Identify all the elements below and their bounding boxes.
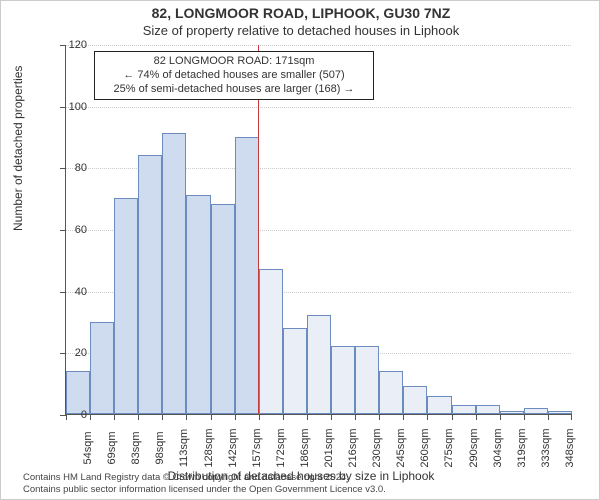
x-tick: [90, 414, 91, 420]
x-tick: [355, 414, 356, 420]
grid-line: [66, 107, 571, 108]
y-axis-label: Number of detached properties: [11, 66, 25, 231]
x-tick-label: 69sqm: [106, 423, 118, 473]
bar: [476, 405, 500, 414]
y-tick-label: 120: [57, 39, 87, 51]
annotation-box: 82 LONGMOOR ROAD: 171sqm ← 74% of detach…: [94, 51, 374, 100]
bar: [403, 386, 427, 414]
x-tick-label: 172sqm: [275, 423, 287, 473]
annotation-line-3: 25% of semi-detached houses are larger (…: [101, 83, 367, 97]
x-tick-label: 348sqm: [564, 423, 576, 473]
y-tick-label: 40: [57, 286, 87, 298]
x-tick-label: 128sqm: [203, 423, 215, 473]
x-tick: [283, 414, 284, 420]
x-tick: [452, 414, 453, 420]
x-tick: [476, 414, 477, 420]
x-tick-label: 230sqm: [371, 423, 383, 473]
footer-line-2: Contains public sector information licen…: [23, 484, 386, 495]
bar: [66, 371, 90, 414]
x-tick-label: 201sqm: [323, 423, 335, 473]
x-tick-label: 113sqm: [178, 423, 190, 473]
x-tick: [114, 414, 115, 420]
x-tick: [259, 414, 260, 420]
bar: [283, 328, 307, 414]
footer-line-1: Contains HM Land Registry data © Crown c…: [23, 472, 386, 483]
bar: [379, 371, 403, 414]
x-tick-label: 333sqm: [540, 423, 552, 473]
bar: [211, 204, 235, 414]
bar: [162, 133, 186, 414]
bar: [500, 411, 524, 414]
x-tick-label: 54sqm: [82, 423, 94, 473]
x-tick: [235, 414, 236, 420]
x-tick: [211, 414, 212, 420]
y-tick-label: 20: [57, 347, 87, 359]
x-tick-label: 260sqm: [419, 423, 431, 473]
plot-area: 82 LONGMOOR ROAD: 171sqm ← 74% of detach…: [65, 45, 571, 415]
bar: [452, 405, 476, 414]
x-tick-label: 83sqm: [130, 423, 142, 473]
bar: [186, 195, 210, 414]
bar: [524, 408, 548, 414]
y-tick-label: 60: [57, 224, 87, 236]
x-tick-label: 245sqm: [395, 423, 407, 473]
bar: [235, 137, 259, 415]
x-tick: [331, 414, 332, 420]
x-tick: [162, 414, 163, 420]
x-tick: [403, 414, 404, 420]
bar: [355, 346, 379, 414]
y-tick-label: 80: [57, 162, 87, 174]
x-tick-label: 304sqm: [492, 423, 504, 473]
footer: Contains HM Land Registry data © Crown c…: [23, 472, 386, 495]
x-tick: [307, 414, 308, 420]
annotation-line-2: ← 74% of detached houses are smaller (50…: [101, 69, 367, 83]
grid-line: [66, 45, 571, 46]
bar: [138, 155, 162, 414]
chart-title: 82, LONGMOOR ROAD, LIPHOOK, GU30 7NZ: [1, 5, 600, 21]
y-tick-label: 100: [57, 101, 87, 113]
x-tick-label: 319sqm: [516, 423, 528, 473]
annotation-line-1: 82 LONGMOOR ROAD: 171sqm: [101, 55, 367, 69]
x-tick: [427, 414, 428, 420]
x-tick: [548, 414, 549, 420]
bar: [307, 315, 331, 414]
x-tick: [500, 414, 501, 420]
chart-subtitle: Size of property relative to detached ho…: [1, 23, 600, 38]
x-tick-label: 290sqm: [468, 423, 480, 473]
y-tick-label: 0: [57, 409, 87, 421]
bar: [90, 322, 114, 415]
bar: [548, 411, 572, 414]
chart-container: 82, LONGMOOR ROAD, LIPHOOK, GU30 7NZ Siz…: [0, 0, 600, 500]
x-tick: [571, 414, 572, 420]
x-tick-label: 157sqm: [251, 423, 263, 473]
x-tick-label: 142sqm: [227, 423, 239, 473]
x-tick-label: 186sqm: [299, 423, 311, 473]
bar: [114, 198, 138, 414]
reference-line: [258, 45, 259, 414]
x-tick-label: 275sqm: [443, 423, 455, 473]
x-tick-label: 98sqm: [154, 423, 166, 473]
x-tick: [524, 414, 525, 420]
bar: [427, 396, 451, 415]
x-tick-label: 216sqm: [347, 423, 359, 473]
x-tick: [186, 414, 187, 420]
x-tick: [138, 414, 139, 420]
bar: [331, 346, 355, 414]
bar: [259, 269, 283, 414]
x-tick: [379, 414, 380, 420]
